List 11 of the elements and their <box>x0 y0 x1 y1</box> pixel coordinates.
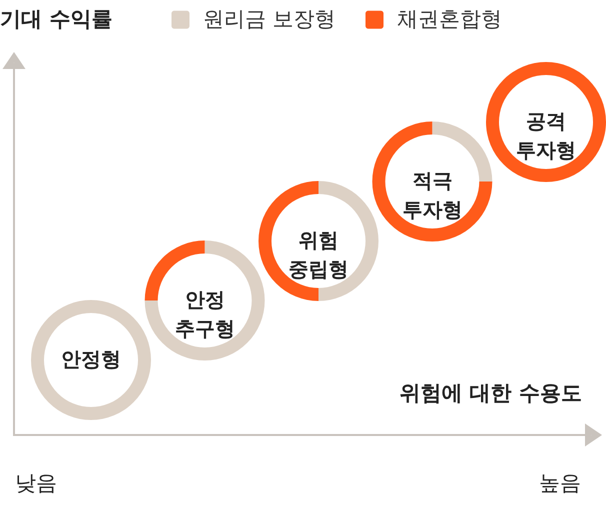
slice-label: 공격 투자형 <box>516 109 576 162</box>
legend-label: 원리금 보장형 <box>203 6 336 31</box>
slice-label: 적극 투자형 <box>402 168 462 222</box>
text: 낮음 <box>15 471 57 495</box>
slice-label: 안정형 <box>61 347 121 371</box>
slice-label: 안정 추구형 <box>174 288 235 340</box>
legend-label: 채권혼합형 <box>397 6 502 31</box>
text: 기대 수익률 <box>0 7 112 31</box>
text: 위험에 대한 수용도 <box>399 381 582 405</box>
slice-label: 위험 중립형 <box>288 228 348 281</box>
text: 높음 <box>539 471 581 495</box>
